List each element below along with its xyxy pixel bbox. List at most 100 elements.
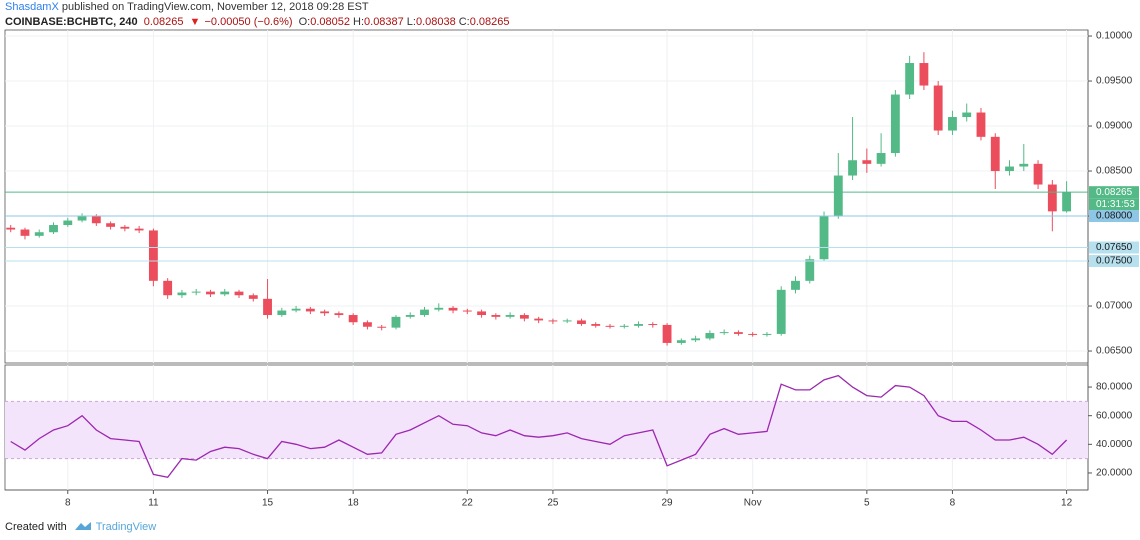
candle-body bbox=[405, 315, 415, 317]
candle-body bbox=[462, 310, 472, 312]
candle-body bbox=[377, 326, 387, 328]
y-tick-label: 0.06500 bbox=[1096, 346, 1133, 357]
candle-body bbox=[477, 311, 487, 316]
x-tick-label: 18 bbox=[348, 498, 360, 509]
candle-body bbox=[291, 308, 301, 311]
x-tick-label: 25 bbox=[547, 498, 559, 509]
x-tick-label: 29 bbox=[662, 498, 674, 509]
candle-body bbox=[263, 298, 272, 316]
symbol-line: COINBASE:BCHBTC, 240 0.08265 ▼ −0.00050 … bbox=[5, 16, 516, 28]
ohlc-value: 0.08387 bbox=[364, 16, 404, 28]
price-label-box bbox=[1089, 241, 1139, 254]
change: −0.00050 (−0.6%) bbox=[204, 16, 293, 28]
candle-body bbox=[363, 322, 372, 327]
y-tick-label: 80.0000 bbox=[1096, 382, 1133, 393]
candle-body bbox=[848, 160, 857, 176]
candle-body bbox=[420, 309, 429, 316]
candle-body bbox=[191, 291, 201, 293]
candle-body bbox=[990, 136, 1000, 172]
rsi-line bbox=[10, 374, 1068, 479]
ohlc-value: 0.08265 bbox=[469, 16, 510, 28]
candle-body bbox=[634, 324, 643, 326]
y-tick-label: 20.0000 bbox=[1096, 468, 1133, 479]
ohlc-label: L: bbox=[406, 16, 416, 28]
x-tick-label: 22 bbox=[462, 498, 474, 509]
candle-body bbox=[976, 112, 986, 137]
candle-body bbox=[733, 332, 743, 334]
candle-body bbox=[905, 63, 915, 95]
price-label: 0.07500 bbox=[1096, 256, 1133, 267]
y-tick-label: 40.0000 bbox=[1096, 439, 1133, 450]
y-tick-label: 0.10000 bbox=[1096, 31, 1133, 42]
price-label-box bbox=[1089, 186, 1139, 199]
candle-body bbox=[1033, 163, 1043, 185]
candle-body bbox=[106, 223, 116, 227]
candle-body bbox=[448, 307, 458, 311]
candle-body bbox=[434, 307, 444, 310]
published: published on TradingView.com, November 1… bbox=[61, 1, 369, 13]
ohlc-value: 0.08052 bbox=[310, 16, 351, 28]
candle-body bbox=[6, 227, 16, 230]
candle-body bbox=[748, 333, 758, 335]
candle-body bbox=[705, 333, 715, 339]
candle-body bbox=[762, 333, 772, 335]
symbol: COINBASE:BCHBTC, 240 bbox=[5, 16, 138, 28]
candle-body bbox=[334, 313, 344, 316]
candle-body bbox=[63, 220, 73, 226]
candle-body bbox=[519, 315, 529, 319]
candle-body bbox=[305, 308, 315, 312]
candle-body bbox=[776, 289, 786, 334]
candle-body bbox=[234, 291, 244, 296]
rsi-band bbox=[5, 401, 1088, 459]
candle-body bbox=[819, 216, 829, 260]
candle-body bbox=[805, 259, 815, 281]
candle-body bbox=[548, 320, 558, 322]
y-tick-label: 0.09000 bbox=[1096, 121, 1133, 132]
x-tick-label: Nov bbox=[744, 498, 762, 509]
created-with: Created with bbox=[5, 521, 67, 533]
candle-body bbox=[1047, 184, 1057, 212]
candle-body bbox=[833, 175, 843, 217]
ohlc-label: O: bbox=[298, 16, 311, 28]
publish-line: ShasdamX published on TradingView.com, N… bbox=[5, 1, 372, 13]
price-label: 0.08000 bbox=[1096, 211, 1133, 222]
y-tick-label: 60.0000 bbox=[1096, 410, 1133, 421]
candle-body bbox=[49, 225, 58, 233]
candle-body bbox=[163, 280, 173, 296]
candle-body bbox=[248, 295, 258, 299]
direction: ▼ bbox=[189, 16, 201, 28]
candle-body bbox=[148, 230, 158, 281]
candle-body bbox=[220, 291, 230, 295]
y-tick-label: 0.08500 bbox=[1096, 166, 1133, 177]
countdown-box bbox=[1089, 198, 1139, 211]
candle-body bbox=[1062, 192, 1072, 212]
candle-body bbox=[719, 332, 729, 334]
ohlc-label: H: bbox=[353, 16, 365, 28]
ohlc-value: 0.08038 bbox=[415, 16, 456, 28]
candle-body bbox=[491, 315, 501, 317]
candle-body bbox=[919, 63, 929, 86]
candle-body bbox=[505, 315, 515, 317]
candle-body bbox=[1019, 163, 1029, 167]
candle-body bbox=[534, 318, 544, 321]
footer: Created with TradingView bbox=[5, 518, 159, 533]
y-tick-label: 0.09500 bbox=[1096, 76, 1133, 87]
x-tick-label: 8 bbox=[65, 498, 71, 509]
candle-body bbox=[890, 94, 900, 154]
countdown: 01:31:53 bbox=[1096, 199, 1135, 210]
candle-body bbox=[948, 117, 957, 131]
candle-body bbox=[933, 85, 943, 131]
x-tick-label: 12 bbox=[1061, 498, 1073, 509]
brand[interactable]: TradingView bbox=[95, 521, 157, 533]
price-label-box bbox=[1089, 255, 1139, 268]
candle-body bbox=[676, 340, 686, 343]
author[interactable]: ShasdamX bbox=[5, 1, 59, 13]
logo bbox=[74, 522, 91, 530]
candle-body bbox=[577, 320, 586, 325]
last-price: 0.08265 bbox=[143, 16, 184, 28]
candle-body bbox=[120, 226, 130, 229]
candle-body bbox=[277, 310, 287, 316]
candle-body bbox=[791, 280, 800, 290]
